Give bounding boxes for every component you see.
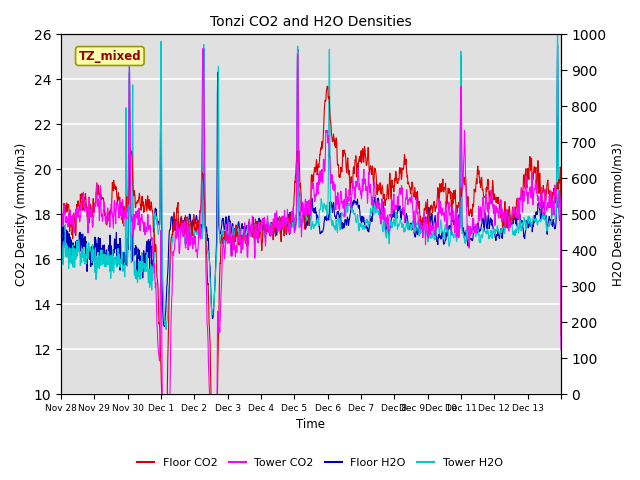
Y-axis label: CO2 Density (mmol/m3): CO2 Density (mmol/m3): [15, 143, 28, 286]
Legend: Floor CO2, Tower CO2, Floor H2O, Tower H2O: Floor CO2, Tower CO2, Floor H2O, Tower H…: [133, 453, 507, 472]
X-axis label: Time: Time: [296, 419, 326, 432]
Text: TZ_mixed: TZ_mixed: [79, 49, 141, 62]
Title: Tonzi CO2 and H2O Densities: Tonzi CO2 and H2O Densities: [210, 15, 412, 29]
Y-axis label: H2O Density (mmol/m3): H2O Density (mmol/m3): [612, 143, 625, 286]
